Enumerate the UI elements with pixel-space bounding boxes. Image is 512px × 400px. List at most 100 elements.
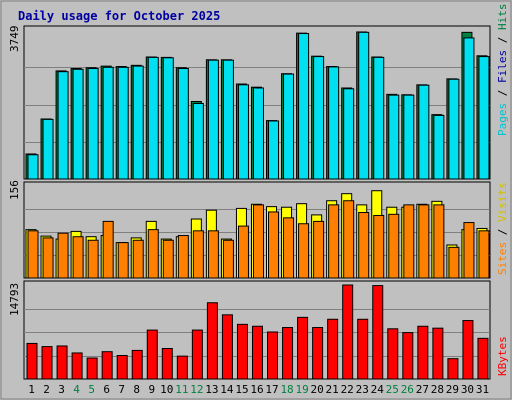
day-label: 18	[280, 383, 293, 396]
sites-bar	[298, 223, 310, 279]
sites-bar	[388, 213, 400, 279]
kbytes-bar	[327, 318, 339, 380]
kbytes-bar	[297, 316, 309, 380]
day-label: 28	[431, 383, 444, 396]
files-bar	[252, 87, 264, 180]
kbytes-bar	[236, 323, 248, 380]
legend-sites: Sites	[496, 242, 509, 275]
files-bar	[147, 56, 159, 180]
kbytes-bar	[342, 284, 354, 380]
files-bar	[132, 65, 144, 180]
panel-1-legend: Pages / Files / Hits	[496, 4, 509, 137]
legend-pages: Pages	[496, 103, 509, 136]
day-label: 12	[190, 383, 203, 396]
sites-bar	[147, 229, 159, 279]
sites-bar	[192, 230, 204, 279]
kbytes-bar	[41, 346, 53, 380]
sites-bar	[478, 230, 490, 279]
kbytes-bar	[71, 352, 83, 380]
day-label: 22	[341, 383, 354, 396]
day-label: 17	[265, 383, 278, 396]
files-bar	[207, 59, 219, 180]
day-label: 8	[133, 383, 140, 396]
kbytes-bar	[267, 331, 279, 380]
sites-bar	[403, 204, 415, 279]
legend-separator: /	[496, 222, 509, 242]
day-label: 1	[28, 383, 35, 396]
day-label: 31	[476, 383, 489, 396]
files-bar	[463, 37, 475, 180]
files-bar	[448, 78, 460, 180]
day-label: 24	[371, 383, 385, 396]
files-bar	[57, 71, 69, 180]
kbytes-bar	[131, 349, 143, 380]
files-bar	[358, 31, 370, 180]
kbytes-bar	[462, 320, 474, 380]
day-label: 2	[43, 383, 50, 396]
day-label: 7	[118, 383, 125, 396]
chart-marks: 1 2 3 4 5 6 7 8 9 10 11 12 13 14 15 16 17 18 19 20 21 22 23 24 2…	[24, 31, 490, 396]
day-label: 3	[58, 383, 65, 396]
kbytes-bar	[417, 325, 429, 380]
sites-bar	[433, 204, 445, 279]
day-label: 15	[235, 383, 248, 396]
day-label: 21	[326, 383, 339, 396]
kbytes-bar	[56, 345, 68, 380]
kbytes-bar	[432, 327, 444, 380]
sites-bar	[177, 235, 189, 279]
files-bar	[87, 68, 99, 180]
kbytes-bar	[402, 332, 414, 380]
sites-bar	[328, 204, 340, 279]
legend-separator: /	[496, 30, 509, 50]
sites-bar	[448, 246, 460, 279]
files-bar	[72, 68, 84, 180]
sites-bar	[87, 239, 99, 279]
sites-bar	[358, 212, 370, 279]
files-bar	[177, 68, 189, 180]
day-label: 5	[88, 383, 95, 396]
files-bar	[102, 66, 114, 180]
files-bar	[433, 114, 445, 180]
sites-bar	[373, 214, 385, 279]
legend-files: Files	[496, 50, 509, 83]
sites-bar	[237, 225, 249, 279]
files-bar	[478, 56, 490, 180]
kbytes-bar	[372, 285, 384, 380]
day-label: 19	[295, 383, 308, 396]
kbytes-bar	[387, 328, 399, 380]
legend-visits: Visits	[496, 182, 509, 222]
day-label: 29	[446, 383, 459, 396]
panel-2-max-label: 156	[8, 180, 21, 200]
panel-2-legend: Sites / Visits	[496, 182, 509, 275]
day-label: 11	[175, 383, 188, 396]
sites-bar	[313, 220, 325, 279]
kbytes-bar	[206, 302, 218, 380]
files-bar	[192, 102, 204, 180]
day-label: 4	[73, 383, 80, 396]
kbytes-bar	[191, 329, 203, 380]
kbytes-bar	[477, 337, 489, 380]
kbytes-bar	[221, 314, 233, 380]
kbytes-bar	[447, 358, 459, 380]
sites-bar	[102, 220, 114, 279]
kbytes-bar	[251, 325, 263, 380]
day-label: 16	[250, 383, 263, 396]
sites-bar	[222, 239, 234, 279]
kbytes-bar	[86, 357, 98, 380]
panel-3-max-label: 14793	[8, 283, 21, 316]
kbytes-bar	[357, 318, 369, 380]
files-bar	[237, 84, 249, 180]
files-bar	[343, 88, 355, 180]
files-bar	[418, 84, 430, 180]
day-label: 25	[386, 383, 399, 396]
sites-bar	[132, 239, 144, 279]
kbytes-bar	[312, 327, 324, 380]
legend-hits: Hits	[496, 4, 509, 31]
day-label: 30	[461, 383, 474, 396]
day-label: 10	[160, 383, 173, 396]
files-bar	[298, 33, 310, 180]
sites-bar	[283, 217, 295, 279]
sites-bar	[252, 204, 264, 279]
files-bar	[222, 59, 234, 180]
day-label: 13	[205, 383, 218, 396]
